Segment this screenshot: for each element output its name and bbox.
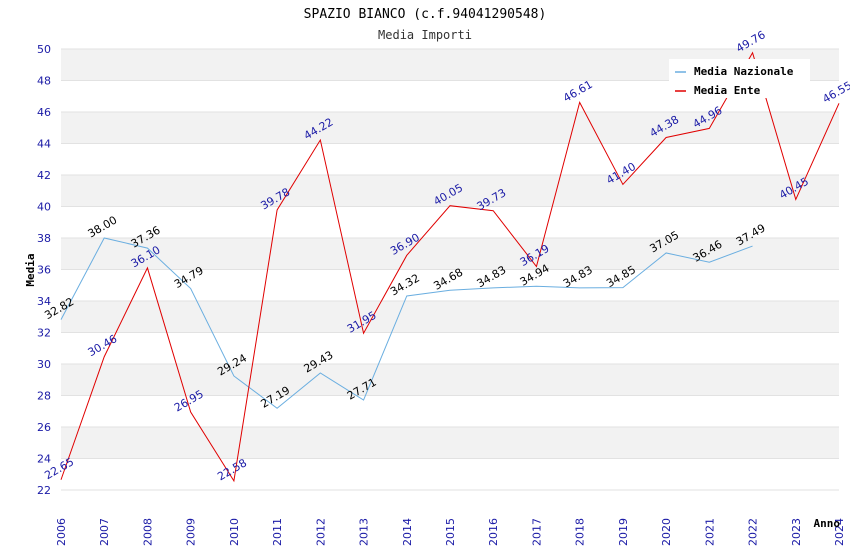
legend-box bbox=[669, 59, 810, 98]
grid-band bbox=[61, 238, 839, 270]
y-tick-label: 50 bbox=[37, 43, 51, 56]
y-axis-title: Media bbox=[24, 253, 37, 286]
x-tick-label: 2021 bbox=[703, 518, 716, 546]
grid-band bbox=[61, 269, 839, 301]
x-axis-title: Anno bbox=[814, 517, 841, 530]
chart-title: SPAZIO BIANCO (c.f.94041290548) bbox=[304, 7, 547, 22]
x-tick-label: 2011 bbox=[271, 518, 284, 546]
y-tick-label: 30 bbox=[37, 358, 51, 371]
y-tick-label: 40 bbox=[37, 201, 51, 214]
x-tick-label: 2008 bbox=[141, 518, 154, 546]
x-tick-label: 2018 bbox=[574, 518, 587, 546]
y-tick-label: 38 bbox=[37, 232, 51, 245]
x-axis-ticks: 2006 2007 2008 2009 2010 2011 2012 2013 2014 2015… bbox=[55, 518, 846, 546]
legend: Media Nazionale Media Ente bbox=[669, 59, 810, 98]
x-tick-label: 2012 bbox=[314, 518, 327, 546]
grid-bands bbox=[61, 48, 839, 491]
y-tick-label: 26 bbox=[37, 421, 51, 434]
x-tick-label: 2024 bbox=[833, 518, 846, 546]
y-tick-label: 36 bbox=[37, 264, 51, 277]
x-tick-label: 2015 bbox=[444, 518, 457, 546]
grid-band bbox=[61, 112, 839, 144]
grid-band bbox=[61, 206, 839, 238]
legend-label-media-ente: Media Ente bbox=[694, 84, 761, 97]
x-tick-label: 2017 bbox=[530, 518, 543, 546]
x-tick-label: 2016 bbox=[487, 518, 500, 546]
y-tick-label: 44 bbox=[37, 138, 51, 151]
y-tick-label: 24 bbox=[37, 453, 51, 466]
x-tick-label: 2006 bbox=[55, 518, 68, 546]
grid-band bbox=[61, 175, 839, 207]
x-tick-label: 2007 bbox=[98, 518, 111, 546]
x-tick-label: 2013 bbox=[358, 518, 371, 546]
x-tick-label: 2010 bbox=[228, 518, 241, 546]
grid-band bbox=[61, 458, 839, 490]
x-tick-label: 2023 bbox=[790, 518, 803, 546]
y-tick-label: 48 bbox=[37, 75, 51, 88]
series-line-media-nazionale bbox=[60, 237, 753, 409]
y-tick-label: 34 bbox=[37, 295, 51, 308]
grid-band bbox=[61, 143, 839, 175]
x-tick-label: 2014 bbox=[401, 518, 414, 546]
series-line-media-ente bbox=[60, 51, 840, 483]
y-tick-label: 28 bbox=[37, 390, 51, 403]
y-axis-ticks: 22 24 26 28 30 32 34 36 38 40 42 44 46 48 50 bbox=[37, 43, 51, 497]
grid-band bbox=[61, 332, 839, 364]
grid-band bbox=[61, 427, 839, 459]
y-tick-label: 22 bbox=[37, 484, 51, 497]
y-tick-label: 46 bbox=[37, 106, 51, 119]
y-tick-label: 32 bbox=[37, 327, 51, 340]
series-layer bbox=[60, 51, 840, 483]
chart-subtitle: Media Importi bbox=[378, 28, 472, 42]
x-tick-label: 2009 bbox=[185, 518, 198, 546]
grid-band bbox=[61, 364, 839, 396]
x-tick-label: 2019 bbox=[617, 518, 630, 546]
y-tick-label: 42 bbox=[37, 169, 51, 182]
x-tick-label: 2022 bbox=[747, 518, 760, 546]
grid-band bbox=[61, 301, 839, 333]
x-tick-label: 2020 bbox=[660, 518, 673, 546]
legend-label-media-nazionale: Media Nazionale bbox=[694, 65, 794, 78]
